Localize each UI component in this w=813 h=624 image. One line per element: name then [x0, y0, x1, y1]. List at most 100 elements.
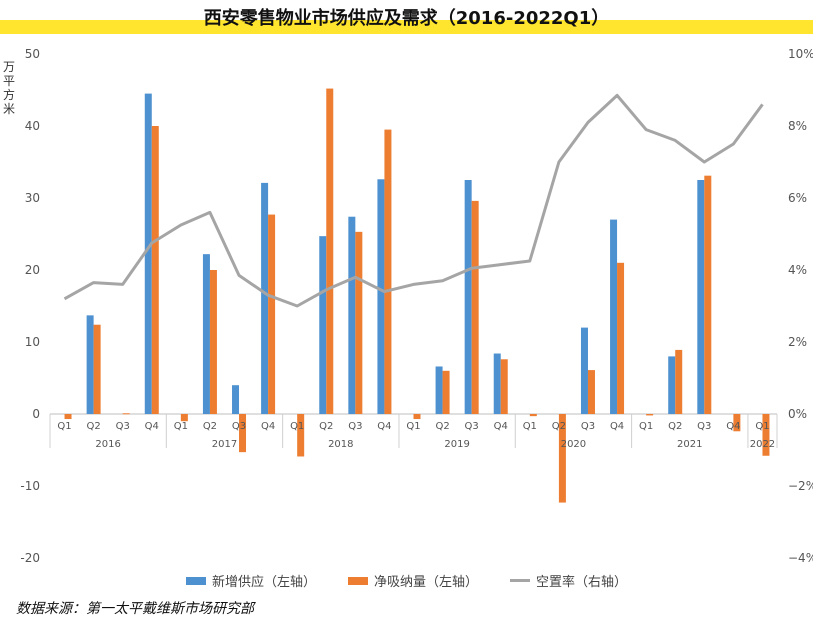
x-axis-quarter-label: Q2 [319, 421, 333, 432]
x-axis-quarter-label: Q2 [435, 421, 449, 432]
x-axis-year-label: 2022 [750, 439, 775, 450]
left-axis-tick-label: 50 [25, 47, 40, 61]
legend-label-absorption: 净吸纳量（左轴） [373, 575, 478, 590]
bar-absorption [355, 231, 363, 414]
left-axis-tick-label: 0 [32, 407, 40, 421]
bar-absorption [326, 88, 334, 414]
right-axis-tick-label: −4% [788, 551, 813, 565]
bar-absorption [384, 129, 392, 414]
x-axis-quarter-label: Q1 [523, 421, 537, 432]
left-axis-tick-label: 10 [25, 335, 40, 349]
bar-absorption [704, 175, 712, 414]
x-axis-quarter-label: Q2 [668, 421, 682, 432]
bar-supply [261, 182, 269, 414]
x-axis-quarter-label: Q1 [755, 421, 769, 432]
bar-absorption [413, 414, 421, 420]
bar-supply [464, 180, 472, 414]
x-axis-quarter-label: Q2 [552, 421, 566, 432]
bar-absorption [239, 414, 247, 453]
x-axis-quarter-label: Q2 [87, 421, 101, 432]
x-axis-quarter-label: Q3 [465, 421, 479, 432]
bar-absorption [675, 349, 683, 414]
x-axis-quarter-label: Q3 [232, 421, 246, 432]
title-highlight-band [0, 20, 813, 34]
bar-absorption [733, 414, 741, 432]
chart-title: 西安零售物业市场供应及需求（2016-2022Q1） [203, 8, 610, 29]
x-axis-quarter-label: Q3 [697, 421, 711, 432]
bar-absorption [209, 270, 217, 414]
legend-swatch-supply [185, 576, 206, 585]
bar-supply [377, 179, 385, 414]
left-axis-unit: 万平方米 [2, 60, 15, 116]
legend-swatch-absorption [347, 576, 368, 585]
bar-supply [493, 353, 501, 414]
x-axis-quarter-label: Q4 [610, 421, 624, 432]
bar-absorption [122, 413, 130, 415]
x-axis-quarter-label: Q4 [377, 421, 391, 432]
x-axis-year-label: 2020 [561, 439, 586, 450]
legend-swatch-vacancy [510, 579, 530, 582]
right-axis-tick-label: 8% [788, 119, 807, 133]
bar-absorption [646, 414, 654, 416]
legend: 新增供应（左轴） 净吸纳量（左轴） 空置率（右轴） [0, 571, 813, 590]
bar-absorption [442, 370, 450, 414]
bar-supply [348, 216, 356, 414]
bar-absorption [297, 414, 305, 457]
x-axis-quarter-label: Q3 [581, 421, 595, 432]
bar-absorption [93, 324, 101, 414]
x-axis-quarter-label: Q3 [348, 421, 362, 432]
chart-area: 50 40 30 20 10 0 -10 -20 10% 8% 6% 4% 2% 0% −2% −4% Q1 Q2… [20, 47, 813, 565]
legend-item-supply: 新增供应（左轴） [185, 571, 316, 590]
left-axis-tick-label: 20 [25, 263, 40, 277]
x-axis-quarter-label: Q2 [203, 421, 217, 432]
bar-absorption [617, 262, 625, 414]
bar-absorption [268, 214, 276, 414]
x-axis-year-label: 2017 [212, 439, 237, 450]
bar-absorption [471, 200, 479, 414]
bar-absorption [151, 126, 159, 414]
left-axis-tick-label: -10 [20, 479, 40, 493]
bar-absorption [762, 414, 770, 456]
bar-supply [319, 236, 327, 414]
bar-absorption [500, 359, 508, 414]
right-axis-tick-label: 2% [788, 335, 807, 349]
right-axis-tick-label: 6% [788, 191, 807, 205]
bar-absorption [64, 414, 72, 420]
x-axis-quarter-label: Q3 [116, 421, 130, 432]
left-axis-tick-label: -20 [20, 551, 40, 565]
legend-label-supply: 新增供应（左轴） [211, 575, 316, 590]
bar-absorption [558, 414, 566, 503]
x-axis-quarter-label: Q4 [145, 421, 159, 432]
bar-supply [232, 385, 240, 414]
x-axis-quarter-label: Q1 [57, 421, 71, 432]
bar-supply [435, 366, 443, 414]
x-axis-quarter-label: Q1 [290, 421, 304, 432]
x-axis-year-label: 2018 [328, 439, 353, 450]
bar-absorption [587, 370, 595, 414]
legend-item-absorption: 净吸纳量（左轴） [347, 571, 478, 590]
legend-label-vacancy: 空置率（右轴） [536, 575, 628, 590]
bar-supply [668, 356, 676, 414]
bar-absorption [180, 414, 188, 422]
bar-supply [202, 254, 210, 414]
right-axis-tick-label: −2% [788, 479, 813, 493]
right-axis-tick-label: 10% [788, 47, 813, 61]
bar-supply [144, 93, 152, 414]
series-line-vacancy [63, 93, 764, 308]
data-source: 数据来源：第一太平戴维斯市场研究部 [16, 601, 254, 617]
bar-absorption [529, 414, 537, 417]
right-axis-tick-label: 0% [788, 407, 807, 421]
x-axis-year-label: 2019 [444, 439, 469, 450]
left-axis-tick-label: 30 [25, 191, 40, 205]
x-axis-quarter-label: Q1 [174, 421, 188, 432]
bar-supply [697, 180, 705, 414]
bar-supply [580, 327, 588, 414]
x-axis-quarter-label: Q4 [261, 421, 275, 432]
left-axis-tick-label: 40 [25, 119, 40, 133]
bar-supply [86, 315, 94, 414]
title-bar: 西安零售物业市场供应及需求（2016-2022Q1） [0, 0, 813, 34]
x-axis-year-label: 2016 [95, 439, 120, 450]
bar-supply [610, 219, 618, 414]
legend-item-vacancy: 空置率（右轴） [510, 571, 627, 590]
x-axis-quarter-label: Q1 [406, 421, 420, 432]
